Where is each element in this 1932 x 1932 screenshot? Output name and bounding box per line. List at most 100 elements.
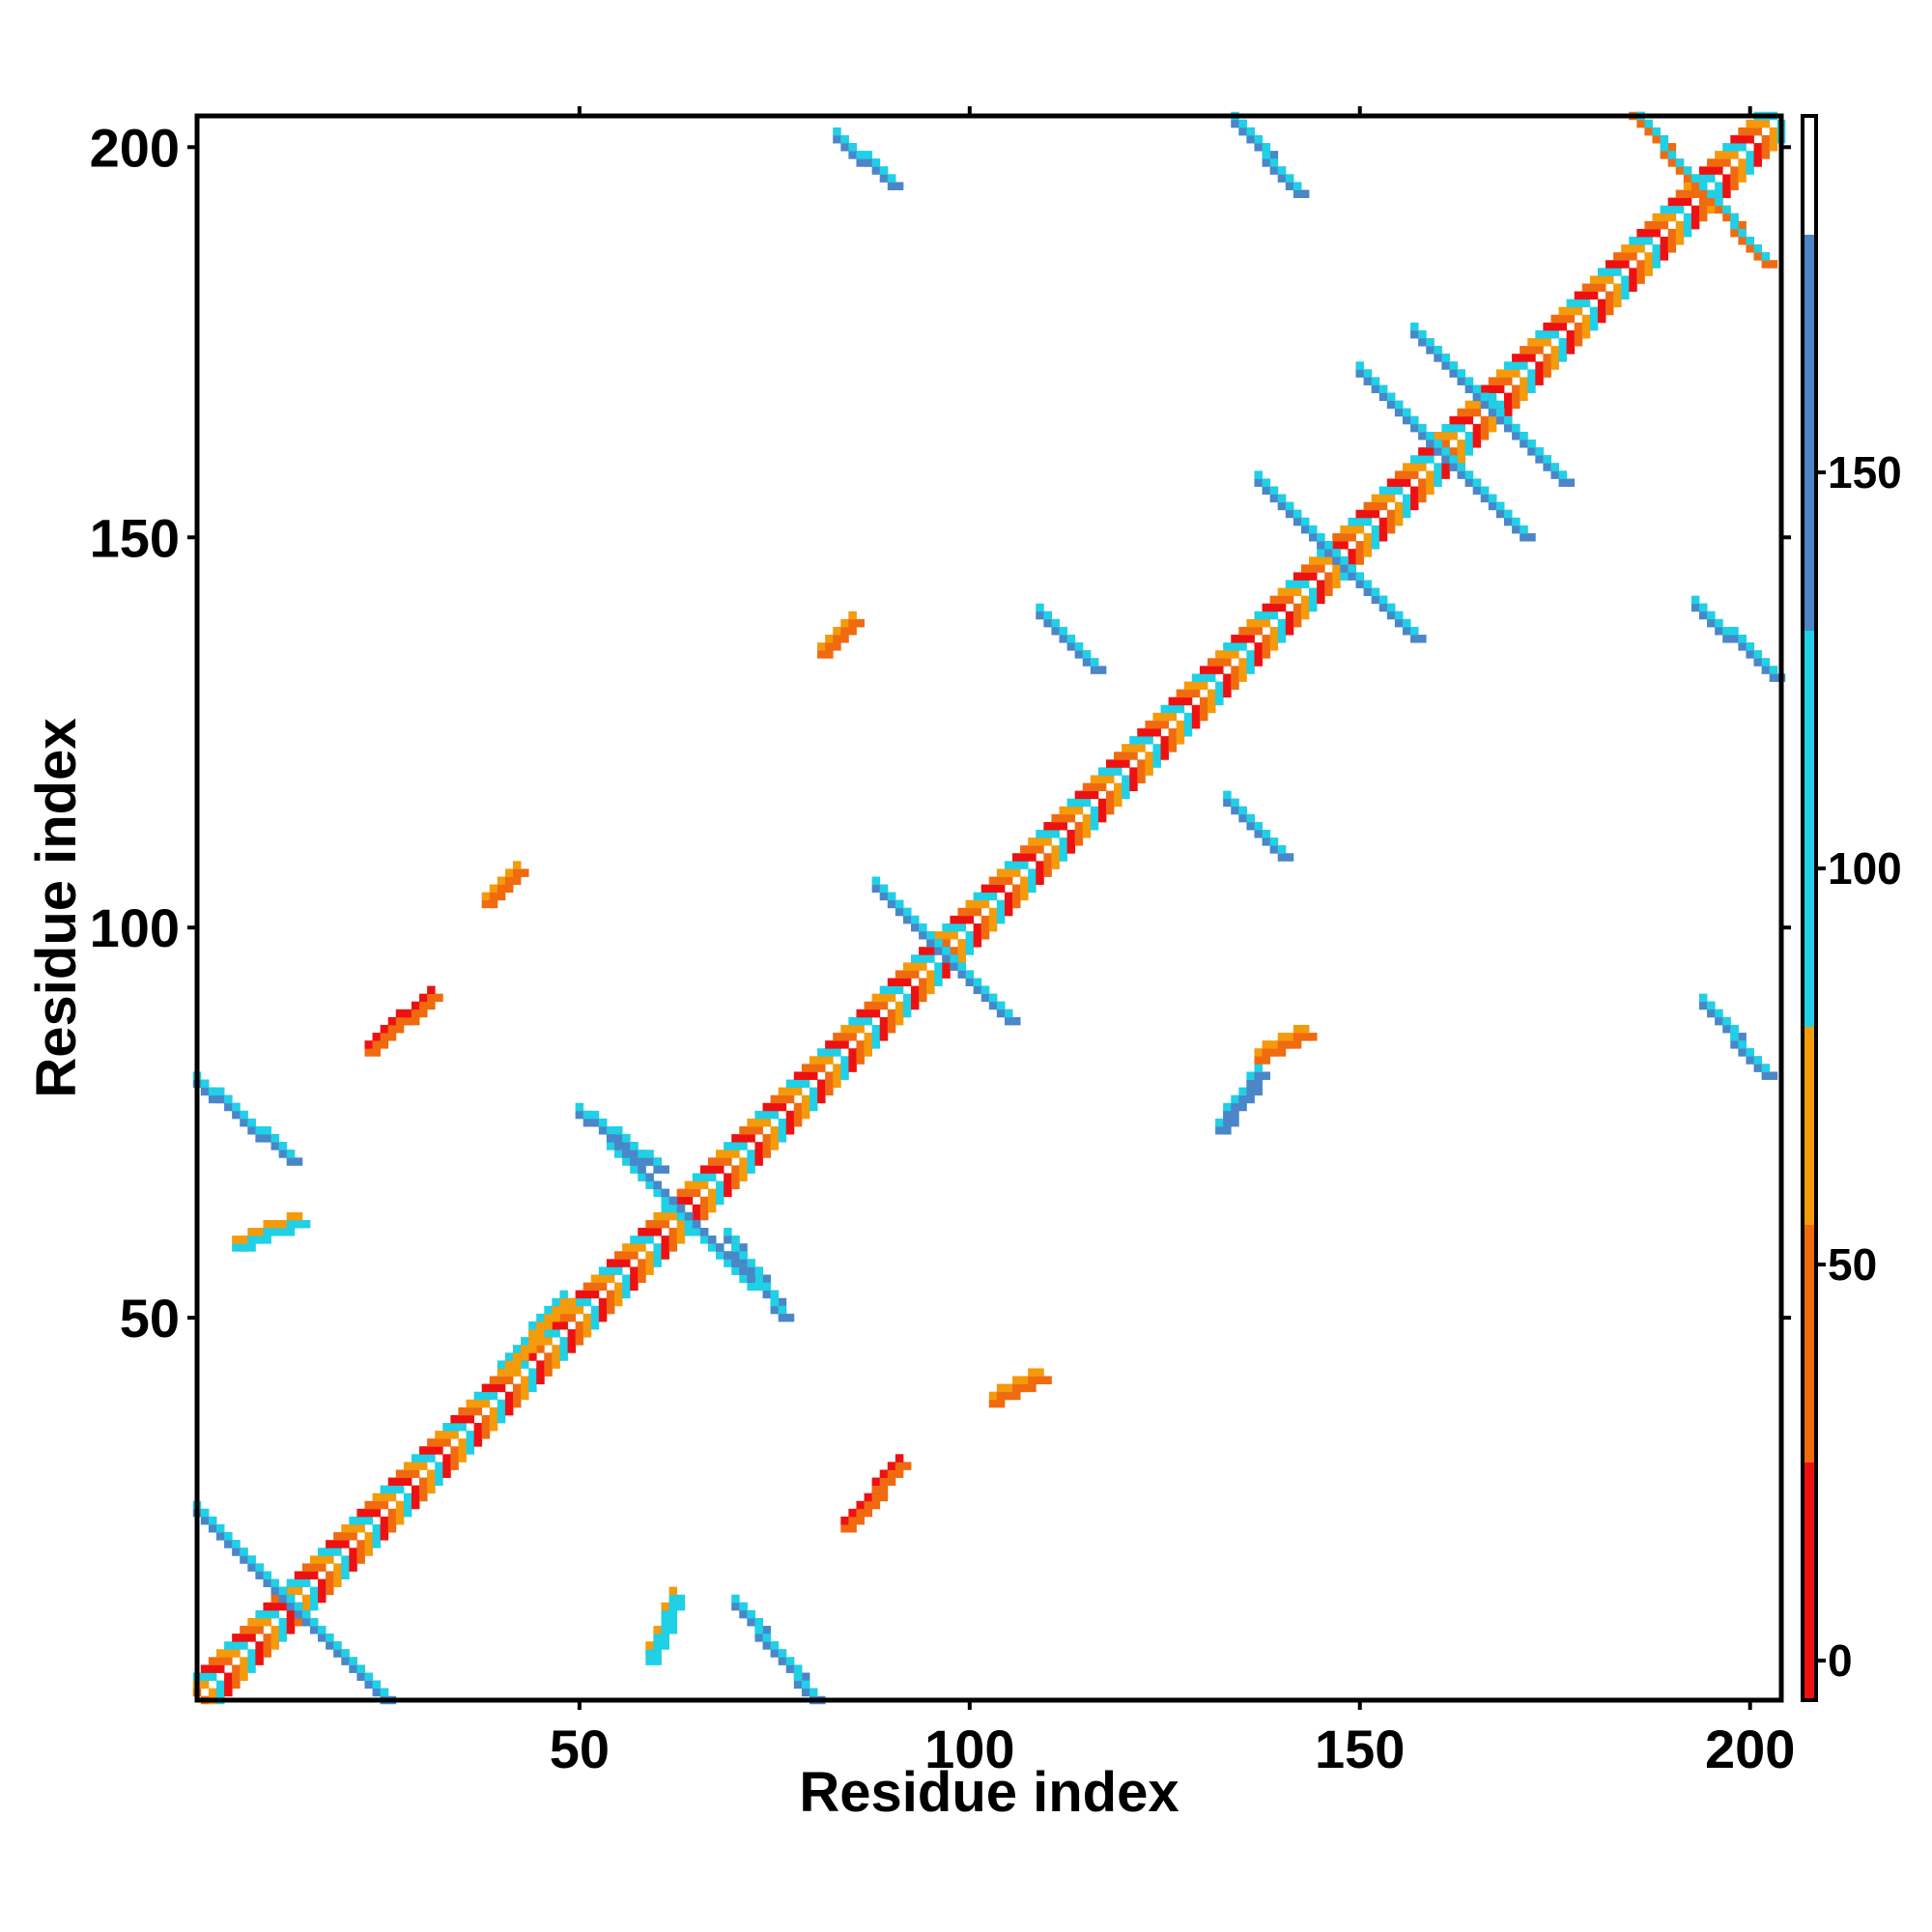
heatmap-cell — [1394, 470, 1404, 479]
heatmap-cell — [1191, 673, 1201, 682]
heatmap-cell — [1449, 455, 1458, 464]
heatmap-cell — [879, 1469, 889, 1478]
heatmap-cell — [919, 931, 927, 940]
heatmap-cell — [1667, 158, 1677, 167]
heatmap-cell — [1285, 509, 1294, 519]
heatmap-cell — [301, 1219, 311, 1229]
heatmap-cell — [1183, 689, 1193, 698]
heatmap-cell — [645, 1157, 654, 1166]
heatmap-cell — [630, 1142, 639, 1151]
heatmap-cell — [395, 1516, 405, 1525]
heatmap-cell — [950, 923, 958, 932]
heatmap-cell — [1761, 1071, 1771, 1080]
heatmap-cell — [731, 1150, 740, 1158]
heatmap-cell — [1597, 306, 1606, 316]
heatmap-cell — [980, 931, 990, 940]
heatmap-cell — [1074, 650, 1084, 659]
heatmap-cell — [278, 1634, 288, 1642]
heatmap-cell — [1698, 603, 1708, 612]
heatmap-cell — [255, 1236, 264, 1244]
heatmap-cell — [1394, 400, 1404, 410]
heatmap-cell — [1082, 650, 1092, 659]
heatmap-cell — [762, 1142, 771, 1151]
heatmap-cell — [614, 1282, 623, 1292]
heatmap-cell — [1715, 205, 1723, 214]
y-tick-label: 100 — [90, 897, 180, 958]
heatmap-cell — [473, 1391, 483, 1401]
heatmap-cell — [895, 1016, 904, 1026]
heatmap-cell — [1707, 166, 1716, 175]
heatmap-cell — [731, 1251, 740, 1260]
heatmap-cell — [902, 1462, 912, 1470]
heatmap-cell — [1683, 228, 1692, 238]
heatmap-cell — [1277, 595, 1287, 605]
heatmap-cell — [1527, 377, 1536, 385]
heatmap-cell — [1355, 549, 1364, 557]
heatmap-cell — [638, 1173, 646, 1181]
heatmap-cell — [692, 1219, 701, 1229]
heatmap-cell — [1574, 298, 1583, 308]
heatmap-cell — [1269, 642, 1279, 651]
heatmap-cell — [1480, 384, 1490, 393]
y-tick-label: 200 — [90, 117, 180, 178]
heatmap-cell — [1652, 220, 1661, 230]
heatmap-cell — [1231, 666, 1239, 674]
heatmap-cell — [692, 1228, 701, 1236]
heatmap-cell — [1208, 704, 1216, 714]
heatmap-cell — [1449, 369, 1458, 378]
heatmap-cell — [638, 1236, 646, 1244]
heatmap-cell — [559, 1352, 568, 1361]
heatmap-cell — [770, 1142, 780, 1151]
heatmap-cell — [895, 1469, 904, 1478]
heatmap-cell — [770, 1305, 780, 1315]
heatmap-cell — [661, 1634, 669, 1642]
heatmap-cell — [754, 1274, 763, 1283]
heatmap-cell — [200, 1079, 210, 1089]
heatmap-cell — [1114, 759, 1122, 768]
heatmap-cell — [1378, 595, 1388, 605]
heatmap-cell — [653, 1188, 662, 1198]
heatmap-cell — [1317, 533, 1325, 542]
heatmap-cell — [1535, 329, 1544, 339]
heatmap-cell — [770, 1102, 780, 1112]
heatmap-cell — [333, 1548, 342, 1556]
heatmap-cell — [435, 1446, 443, 1455]
heatmap-cell — [450, 1462, 459, 1470]
heatmap-cell — [614, 1126, 623, 1135]
heatmap-cell — [1644, 260, 1653, 269]
heatmap-cell — [1129, 736, 1138, 745]
heatmap-cell — [902, 915, 912, 924]
heatmap-cell — [263, 1649, 271, 1658]
heatmap-cell — [630, 1150, 639, 1158]
heatmap-cell — [1223, 1118, 1232, 1127]
heatmap-cell — [825, 1040, 834, 1049]
heatmap-cell — [466, 1438, 474, 1447]
heatmap-cell — [255, 1134, 264, 1143]
heatmap-cell — [747, 1274, 755, 1283]
heatmap-cell — [825, 1056, 834, 1065]
heatmap-cell — [676, 1594, 686, 1604]
heatmap-cell — [762, 1118, 771, 1127]
heatmap-cell — [1191, 689, 1201, 698]
colorbar-bin — [1803, 1225, 1816, 1463]
heatmap-cell — [1581, 322, 1591, 331]
heatmap-cell — [1566, 338, 1576, 347]
heatmap-cell — [1472, 392, 1482, 402]
heatmap-cell — [1660, 252, 1669, 261]
heatmap-cell — [286, 1150, 296, 1158]
heatmap-cell — [1722, 205, 1731, 214]
heatmap-cell — [1621, 275, 1630, 284]
heatmap-cell — [294, 1157, 303, 1166]
y-tick-label: 50 — [120, 1288, 180, 1349]
heatmap-cell — [1066, 813, 1076, 823]
heatmap-cell — [1340, 556, 1349, 565]
heatmap-cell — [1434, 354, 1442, 362]
heatmap-cell — [1215, 658, 1224, 667]
heatmap-cell — [653, 1626, 662, 1634]
heatmap-cell — [1176, 720, 1185, 729]
heatmap-cell — [957, 915, 966, 924]
heatmap-cell — [504, 868, 514, 877]
heatmap-cell — [668, 1602, 678, 1611]
heatmap-cell — [864, 151, 873, 159]
heatmap-cell — [840, 1516, 849, 1525]
